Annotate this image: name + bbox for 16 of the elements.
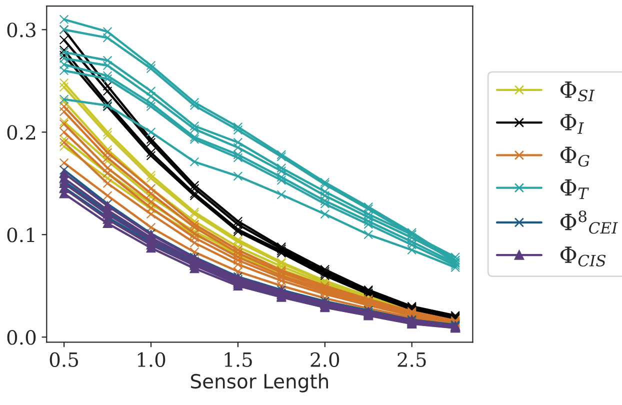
y-tick-label: 0.1: [7, 228, 34, 242]
x-tick-label: 2.5: [398, 352, 426, 367]
y-tick-label: 0.2: [7, 125, 36, 140]
x-tick-label: 0.5: [50, 352, 78, 367]
legend-label: Φ$_{G}$: [560, 146, 590, 167]
x-tick-label: 1.0: [138, 352, 166, 367]
legend-label: Φ$_{T}$: [560, 179, 589, 200]
y-tick-label: 0.0: [7, 330, 36, 345]
x-axis-title: Sensor Length: [191, 374, 328, 392]
legend-label: Φ$^{8}$$_{CEI}$: [560, 210, 618, 234]
x-tick-label: 1.5: [224, 352, 252, 367]
x-tick-label: 2.0: [310, 352, 340, 367]
y-tick-label: 0.3: [7, 22, 36, 38]
legend-label: Φ$_{I}$: [560, 114, 584, 134]
legend-label: Φ$_{CIS}$: [560, 246, 606, 267]
legend-label: Φ$_{SI}$: [560, 81, 595, 102]
